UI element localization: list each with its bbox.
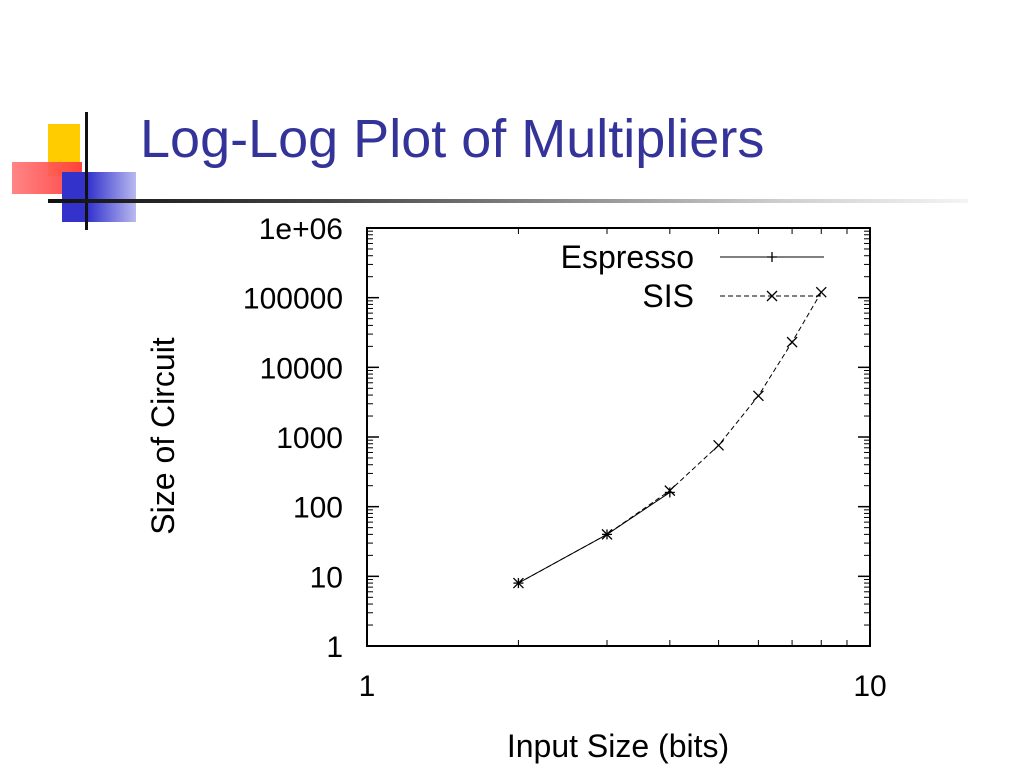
- series-group: [512, 286, 827, 589]
- y-tick-label: 1e+06: [259, 213, 343, 246]
- series-line-sis: [518, 291, 822, 584]
- x-tick-label: 1: [359, 670, 376, 703]
- plot-frame: [366, 227, 871, 647]
- deco-blue-square: [62, 172, 136, 222]
- series-espresso: [513, 487, 675, 589]
- legend-label-sis: SIS: [642, 278, 694, 314]
- axes: 1 10 100 1000 10000 100000 1e+06 1 10: [243, 213, 887, 703]
- x-axis-title: Input Size (bits): [507, 728, 729, 764]
- data-point-sis-d2: [713, 439, 725, 451]
- legend-label-espresso: Espresso: [561, 239, 694, 275]
- data-point-sis-d2: [815, 286, 827, 298]
- deco-horizontal-line: [48, 199, 968, 203]
- y-tick-label: 100: [293, 492, 343, 525]
- data-point-sis-d2: [512, 577, 524, 589]
- data-point-sis-d2: [601, 528, 613, 540]
- deco-vertical-line: [85, 112, 88, 230]
- data-point-sis-d2: [752, 390, 764, 402]
- y-tick-label: 1000: [276, 422, 343, 455]
- series-sis: [512, 286, 827, 589]
- series-line-espresso: [518, 491, 671, 584]
- data-point-sis-d2: [786, 336, 798, 348]
- legend-marker-sis-d2: [766, 290, 778, 302]
- y-axis-title: Size of Circuit: [145, 337, 181, 535]
- data-point-sis-d2: [664, 485, 676, 497]
- x-tick-label: 10: [853, 670, 886, 703]
- y-tick-label: 10000: [260, 352, 343, 385]
- page-title: Log-Log Plot of Multipliers: [140, 109, 765, 169]
- y-tick-label: 1: [326, 631, 343, 664]
- y-tick-label: 10: [310, 561, 343, 594]
- y-tick-label: 100000: [243, 283, 343, 316]
